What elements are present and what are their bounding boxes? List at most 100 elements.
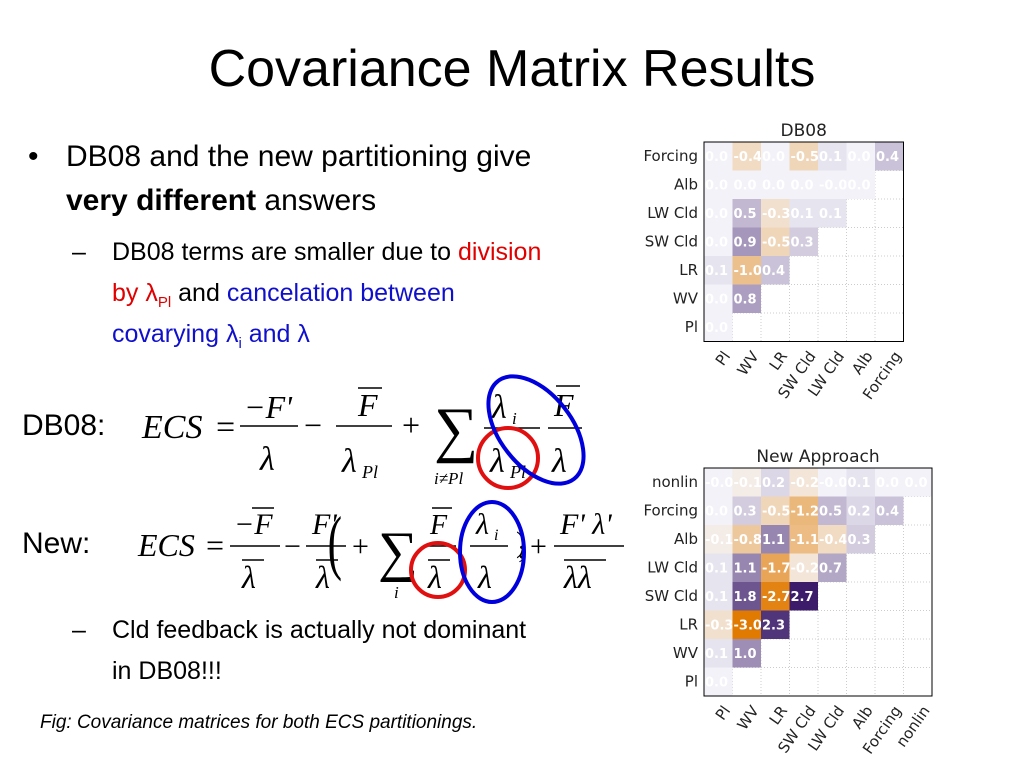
col-tick-label: Pl xyxy=(712,702,734,723)
row-tick-label: SW Cld xyxy=(645,232,698,250)
heatmap-cell xyxy=(704,496,733,525)
heatmap-cell xyxy=(789,170,818,199)
heatmap-cell xyxy=(789,553,818,582)
cell-value-label: -0.0 xyxy=(819,476,847,491)
heatmap-cell xyxy=(704,313,733,342)
heatmap-cell xyxy=(732,468,761,497)
row-tick-label: SW Cld xyxy=(645,587,698,605)
red-circle-lambda-pl xyxy=(476,426,540,490)
cell-value-label: -1.1 xyxy=(791,533,819,548)
equation-db08: ECS = −F' λ − F λ Pl + ∑ i≠Pl λ i λ Pl F… xyxy=(141,374,586,490)
heatmap-cell xyxy=(732,142,761,171)
blue-subscript: i xyxy=(238,335,242,352)
cell-value-label: 0.0 xyxy=(905,476,928,491)
svg-text:−F: −F xyxy=(234,508,273,541)
svg-text:F' λ': F' λ' xyxy=(559,508,612,541)
cell-value-label: -0.4 xyxy=(819,533,847,548)
heatmap-cell xyxy=(789,227,818,256)
cell-value-label: 0.5 xyxy=(819,504,842,519)
cell-value-label: 0.9 xyxy=(734,235,757,250)
svg-text:λ: λ xyxy=(491,389,507,426)
heatmap-new-approach: -0.0 -0.1 0.2 -0.2 -0.0 0.1 0.0 0.00.0 0.3 -0.5 -1… xyxy=(643,447,933,757)
cell-value-label: -0.3 xyxy=(705,618,733,633)
cell-value-label: 0.3 xyxy=(734,504,757,519)
svg-text:i: i xyxy=(394,583,399,602)
heatmap-cell xyxy=(704,284,733,313)
heatmap-cell xyxy=(732,610,761,639)
red-text: division by λ xyxy=(112,238,542,307)
col-tick-label: LR xyxy=(766,702,792,728)
col-tick-label: Pl xyxy=(712,348,734,369)
svg-text:(: ( xyxy=(328,502,342,582)
cell-value-label: 1.1 xyxy=(734,561,757,576)
svg-text:=: = xyxy=(216,409,235,446)
heatmap-cell xyxy=(732,553,761,582)
heatmap-cell xyxy=(732,582,761,611)
heatmap-cell xyxy=(732,639,761,668)
cell-value-label: 0.0 xyxy=(705,150,728,165)
col-tick-label: WV xyxy=(733,702,763,733)
cell-value-label: 0.7 xyxy=(819,561,842,576)
cell-value-label: 1.8 xyxy=(734,590,757,605)
heatmap-db08: 0.0 -0.4 0.0 -0.5 0.1 0.0 0.40.0 0.0 0.0 0.0 -0.0 0… xyxy=(643,121,905,403)
cell-value-label: 0.4 xyxy=(762,264,785,279)
heatmap-cell xyxy=(704,227,733,256)
cell-value-label: 0.3 xyxy=(791,235,814,250)
col-tick-label: WV xyxy=(733,347,763,378)
cell-value-label: 1.1 xyxy=(762,533,785,548)
bullet-dot: • xyxy=(28,140,39,173)
cell-value-label: 0.2 xyxy=(848,504,871,519)
heatmap-cell xyxy=(732,170,761,199)
plot-border xyxy=(703,467,933,697)
cell-value-label: -1.0 xyxy=(734,264,762,279)
heatmap-cell xyxy=(818,496,847,525)
cell-value-label: 0.1 xyxy=(819,207,842,222)
svg-text:F': F' xyxy=(311,508,337,541)
cell-value-label: 0.0 xyxy=(734,178,757,193)
heatmap-cell xyxy=(732,284,761,313)
row-tick-label: Pl xyxy=(685,318,698,336)
eq-label-db08: DB08: xyxy=(22,409,106,442)
cell-value-label: 0.1 xyxy=(705,590,728,605)
row-tick-label: Pl xyxy=(685,672,698,690)
cell-value-label: -0.3 xyxy=(762,207,790,222)
cell-value-label: 0.0 xyxy=(705,504,728,519)
heatmap-cell xyxy=(704,199,733,228)
subbullet-smaller-terms: – DB08 terms are smaller due to division… xyxy=(72,232,552,355)
red-subscript: Pl xyxy=(157,294,172,311)
cell-value-label: 2.3 xyxy=(762,618,785,633)
cell-value-label: -1.7 xyxy=(762,561,790,576)
cell-value-label: 0.2 xyxy=(762,476,785,491)
heatmap-cell xyxy=(846,468,875,497)
row-tick-label: WV xyxy=(673,644,699,662)
row-tick-label: Forcing xyxy=(643,501,698,519)
cell-value-label: 0.0 xyxy=(762,150,785,165)
heatmap-cell xyxy=(732,525,761,554)
cell-value-label: 0.8 xyxy=(734,292,757,307)
heatmap-cell xyxy=(704,468,733,497)
cell-value-label: 0.4 xyxy=(876,504,899,519)
heatmap-cell xyxy=(761,610,790,639)
heatmap-cell xyxy=(761,142,790,171)
heatmap-cell xyxy=(761,256,790,285)
heatmap-cell xyxy=(704,610,733,639)
heatmap-cell xyxy=(789,496,818,525)
bullet-bold-text: very different xyxy=(66,184,257,217)
red-circle-lambda-bar xyxy=(409,541,467,599)
row-tick-label: Alb xyxy=(674,530,698,548)
svg-text:F: F xyxy=(429,510,448,541)
heatmap-cell xyxy=(732,256,761,285)
svg-text:λ: λ xyxy=(259,441,275,478)
blue-phrase: cancelation between covarying λi and λ xyxy=(112,279,455,351)
heatmap-cell xyxy=(761,199,790,228)
heatmap-cell xyxy=(704,553,733,582)
heatmap-cell xyxy=(704,256,733,285)
svg-text:λ: λ xyxy=(475,508,489,541)
svg-text:λ: λ xyxy=(315,559,330,595)
row-tick-label: Forcing xyxy=(643,147,698,165)
subbullet-text: Cld feedback is actually not dominant in… xyxy=(112,616,527,685)
svg-text:i: i xyxy=(512,409,517,428)
cell-value-label: -0.1 xyxy=(705,533,733,548)
heatmap-cell xyxy=(704,639,733,668)
cell-value-label: -0.2 xyxy=(791,561,819,576)
